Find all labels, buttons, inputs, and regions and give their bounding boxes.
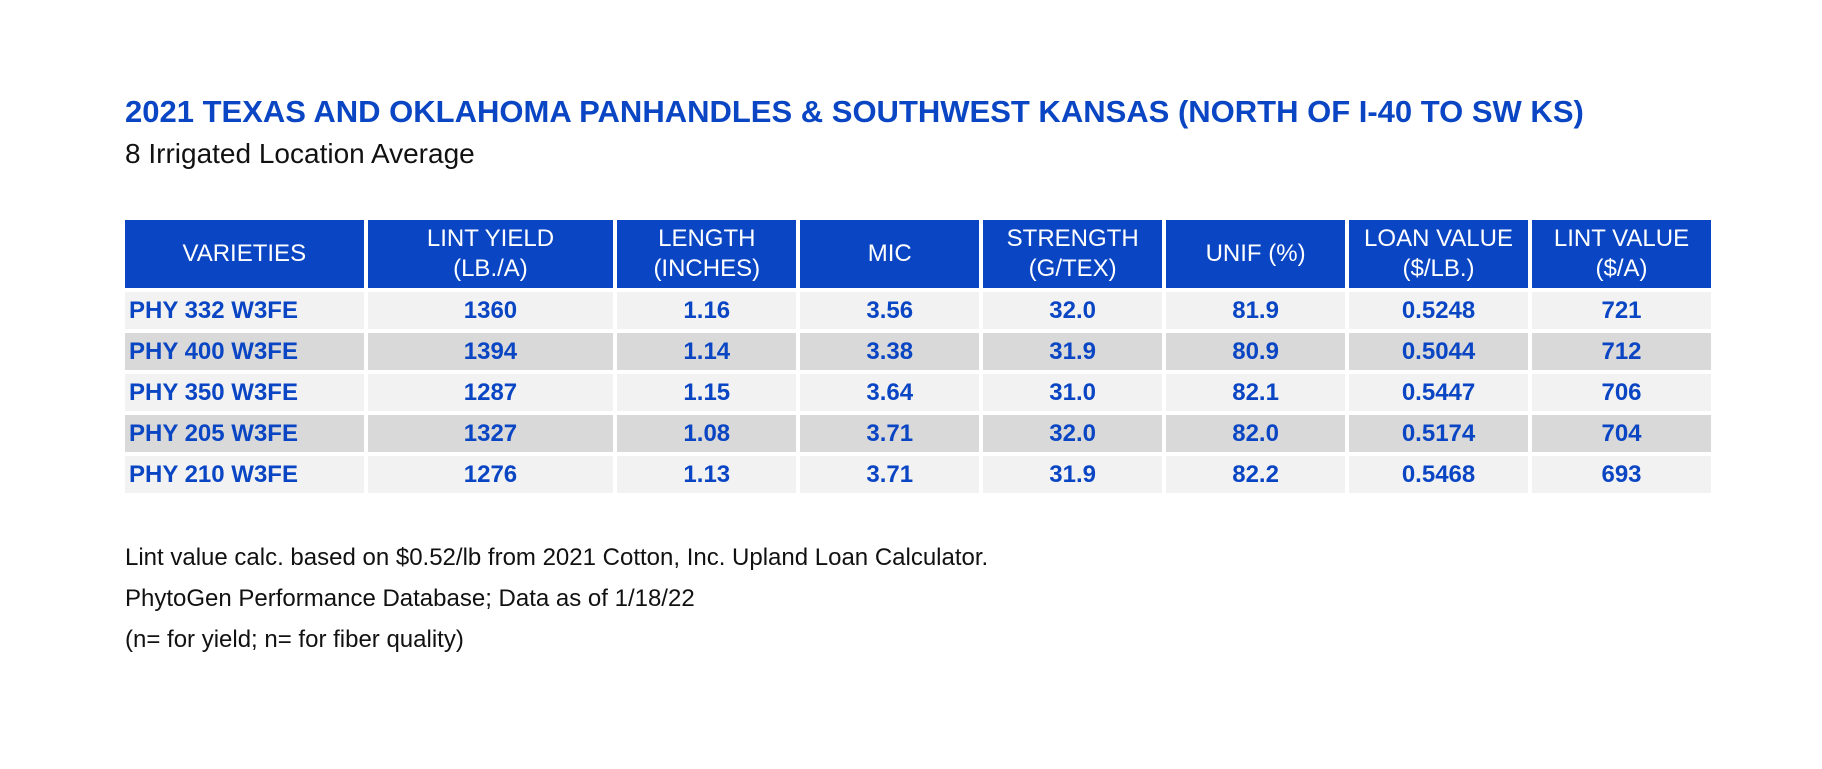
table-cell: 704 (1532, 415, 1711, 452)
table-cell: 0.5468 (1349, 456, 1528, 493)
column-header-line: LOAN VALUE (1364, 225, 1513, 252)
table-cell: 32.0 (983, 292, 1163, 329)
column-header: LINT YIELD (LB./A) (367, 220, 614, 288)
table-row: PHY 205 W3FE 1327 1.08 3.71 32.0 82.0 0.5174 70… (125, 415, 1711, 452)
table-cell: 31.9 (983, 333, 1163, 370)
table-cell: 82.0 (1166, 415, 1346, 452)
table-cell: 1287 (367, 374, 614, 411)
column-header: LENGTH (INCHES) (617, 220, 797, 288)
table-cell: 0.5447 (1349, 374, 1528, 411)
results-table: VARIETIES LINT YIELD (LB./A) LENGTH (INCHES)… (121, 216, 1715, 497)
chart-subtitle: 8 Irrigated Location Average (125, 138, 475, 169)
table-cell: 31.0 (983, 374, 1163, 411)
table-cell: 1276 (367, 456, 614, 493)
column-header-line: (INCHES) (653, 255, 761, 282)
table-cell: 1.15 (617, 374, 797, 411)
table-cell: 3.56 (800, 292, 980, 329)
table-cell: 31.9 (983, 456, 1163, 493)
table-cell: 0.5044 (1349, 333, 1528, 370)
variety-cell: PHY 205 W3FE (125, 415, 364, 452)
variety-cell: PHY 210 W3FE (125, 456, 364, 493)
table-cell: 32.0 (983, 415, 1163, 452)
column-header: LOAN VALUE ($/LB.) (1349, 220, 1528, 288)
table-cell: 1.13 (617, 456, 797, 493)
table-cell: 693 (1532, 456, 1711, 493)
table-cell: 721 (1532, 292, 1711, 329)
column-header-line: ($/A) (1595, 255, 1648, 282)
table-cell: 1.08 (617, 415, 797, 452)
column-header: UNIF (%) (1166, 220, 1346, 288)
table-cell: 1.14 (617, 333, 797, 370)
table-header-row: VARIETIES LINT YIELD (LB./A) LENGTH (INCHES)… (125, 220, 1711, 288)
column-header-line: LINT YIELD (426, 225, 555, 252)
column-header-line: LENGTH (658, 225, 756, 252)
table-cell: 712 (1532, 333, 1711, 370)
table-cell: 1394 (367, 333, 614, 370)
column-header-line: LINT VALUE (1553, 225, 1690, 252)
table-cell: 3.71 (800, 415, 980, 452)
table-cell: 82.2 (1166, 456, 1346, 493)
column-header: MIC (800, 220, 980, 288)
table-row: PHY 400 W3FE 1394 1.14 3.38 31.9 80.9 0.5044 71… (125, 333, 1711, 370)
table-cell: 1360 (367, 292, 614, 329)
column-header: VARIETIES (125, 220, 364, 288)
footnote-line: PhytoGen Performance Database; Data as o… (125, 585, 695, 612)
table-cell: 3.71 (800, 456, 980, 493)
footnote-line: Lint value calc. based on $0.52/lb from … (125, 544, 989, 571)
column-header: LINT VALUE ($/A) (1532, 220, 1711, 288)
column-header-line: MIC (867, 240, 912, 267)
table-cell: 3.38 (800, 333, 980, 370)
variety-cell: PHY 332 W3FE (125, 292, 364, 329)
table-cell: 1.16 (617, 292, 797, 329)
column-header-line: (G/TEX) (1028, 255, 1117, 282)
column-header-line: UNIF (%) (1205, 240, 1306, 267)
column-header: STRENGTH (G/TEX) (983, 220, 1163, 288)
column-header-line: VARIETIES (182, 240, 307, 267)
table-cell: 706 (1532, 374, 1711, 411)
footnote-line: (n= for yield; n= for fiber quality) (125, 626, 464, 653)
table-cell: 80.9 (1166, 333, 1346, 370)
table-cell: 82.1 (1166, 374, 1346, 411)
column-header-line: ($/LB.) (1402, 255, 1475, 282)
table-cell: 0.5248 (1349, 292, 1528, 329)
column-header-line: (LB./A) (453, 255, 528, 282)
chart-title: 2021 TEXAS AND OKLAHOMA PANHANDLES & SOU… (125, 94, 1584, 129)
table-cell: 3.64 (800, 374, 980, 411)
column-header-line: STRENGTH (1006, 225, 1139, 252)
table-row: PHY 332 W3FE 1360 1.16 3.56 32.0 81.9 0.5248 72… (125, 292, 1711, 329)
table-row: PHY 210 W3FE 1276 1.13 3.71 31.9 82.2 0.5468 69… (125, 456, 1711, 493)
table-cell: 81.9 (1166, 292, 1346, 329)
table-cell: 0.5174 (1349, 415, 1528, 452)
table-row: PHY 350 W3FE 1287 1.15 3.64 31.0 82.1 0.5447 70… (125, 374, 1711, 411)
footnotes: Lint value calc. based on $0.52/lb from … (125, 543, 988, 666)
variety-cell: PHY 350 W3FE (125, 374, 364, 411)
table-cell: 1327 (367, 415, 614, 452)
variety-cell: PHY 400 W3FE (125, 333, 364, 370)
table-body: PHY 332 W3FE 1360 1.16 3.56 32.0 81.9 0.5248 72… (125, 292, 1711, 493)
